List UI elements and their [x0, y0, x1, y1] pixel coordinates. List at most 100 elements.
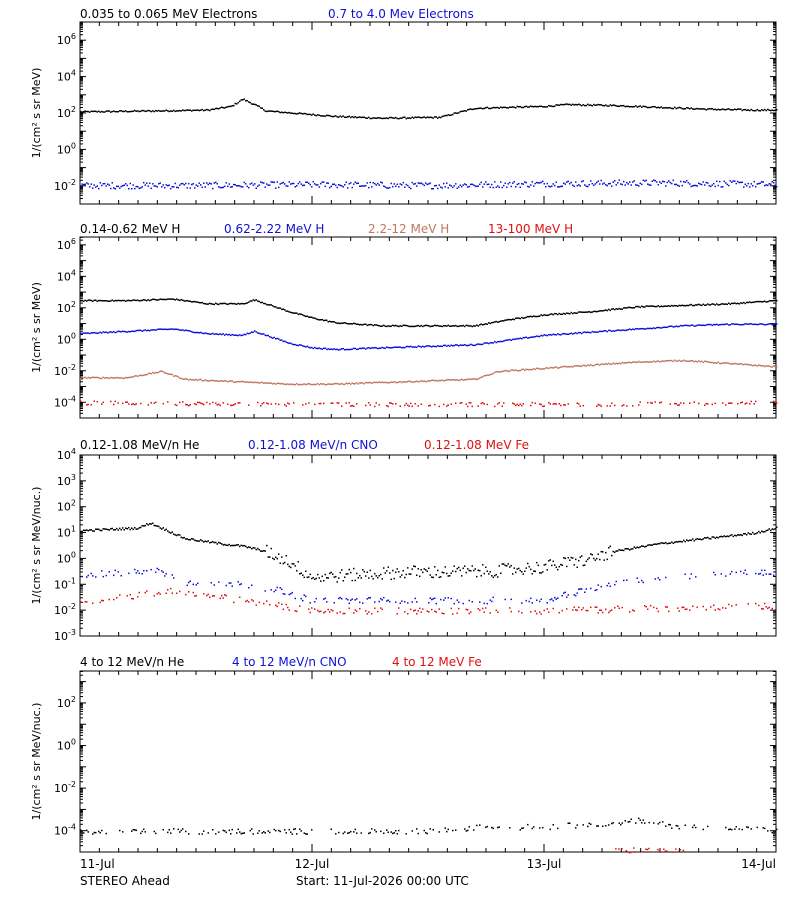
data-point [665, 360, 667, 362]
data-point [510, 185, 512, 188]
data-point [630, 818, 632, 820]
data-point [155, 329, 157, 331]
data-point [309, 573, 311, 576]
data-point [495, 609, 497, 612]
data-point [585, 311, 587, 313]
data-point [125, 110, 127, 112]
data-point [671, 827, 673, 829]
data-point [251, 584, 253, 586]
data-point [564, 591, 566, 594]
data-point [456, 567, 458, 570]
data-point [527, 185, 529, 188]
data-point [446, 345, 448, 347]
data-point [621, 183, 623, 186]
data-point [411, 601, 413, 603]
data-point [513, 567, 515, 569]
data-point [744, 302, 746, 305]
data-point [530, 336, 532, 338]
data-point [338, 322, 340, 324]
data-point [318, 114, 320, 117]
data-point [609, 104, 611, 106]
data-point [368, 381, 370, 384]
data-point [149, 523, 151, 525]
data-point [759, 300, 761, 303]
data-point [119, 299, 121, 302]
data-point [764, 324, 766, 326]
data-point [602, 310, 604, 312]
data-point [710, 606, 712, 608]
data-point [170, 532, 172, 534]
data-point [158, 525, 160, 528]
data-point [344, 349, 346, 351]
data-point [563, 557, 565, 559]
data-point [623, 362, 625, 364]
data-point [179, 831, 181, 833]
data-point [477, 569, 479, 572]
data-point [356, 610, 358, 613]
data-point [515, 404, 517, 407]
data-point [338, 597, 340, 600]
data-point [624, 329, 626, 332]
data-point [708, 323, 710, 326]
data-point [251, 548, 253, 550]
data-point [86, 576, 88, 578]
data-point [389, 382, 391, 384]
data-point [269, 831, 271, 834]
data-point [618, 179, 620, 181]
data-point [173, 375, 175, 377]
data-point [152, 183, 154, 185]
data-point [494, 181, 496, 183]
data-point [405, 381, 407, 383]
data-point [726, 108, 728, 110]
data-point [272, 337, 274, 339]
data-point [242, 334, 244, 336]
data-point [387, 405, 389, 408]
data-point [776, 526, 778, 528]
data-point [455, 183, 457, 185]
data-point [570, 104, 572, 106]
data-point [377, 117, 379, 119]
data-point [230, 404, 232, 407]
data-point [471, 565, 473, 567]
data-point [326, 114, 328, 117]
data-point [641, 579, 643, 582]
data-point [186, 584, 188, 587]
data-point [726, 362, 728, 364]
data-point [695, 360, 697, 362]
data-point [327, 348, 329, 350]
data-point [719, 362, 721, 365]
data-point [666, 850, 668, 852]
data-point [99, 299, 101, 302]
data-point [551, 564, 553, 567]
data-point [470, 183, 472, 186]
data-point [414, 565, 416, 568]
data-point [392, 569, 394, 572]
data-point [90, 529, 92, 531]
data-point [204, 303, 206, 305]
data-point [125, 331, 127, 333]
data-point [135, 329, 137, 332]
data-point [432, 325, 434, 327]
data-point [339, 383, 341, 385]
data-point [489, 342, 491, 344]
data-point [464, 325, 466, 328]
data-point [683, 359, 685, 361]
data-point [479, 324, 481, 326]
data-point [348, 183, 350, 185]
data-point [497, 341, 499, 343]
data-point [521, 602, 523, 604]
data-point [762, 181, 764, 183]
data-point [297, 112, 299, 115]
data-point [179, 184, 181, 186]
data-point [566, 366, 568, 368]
data-point [446, 572, 448, 575]
data-point [369, 117, 371, 120]
data-point [636, 184, 638, 186]
data-point [471, 108, 473, 111]
data-point [80, 111, 82, 113]
data-point [458, 325, 460, 328]
data-point [500, 572, 502, 575]
data-point [345, 597, 347, 600]
data-point [557, 313, 559, 316]
data-point [222, 544, 224, 546]
